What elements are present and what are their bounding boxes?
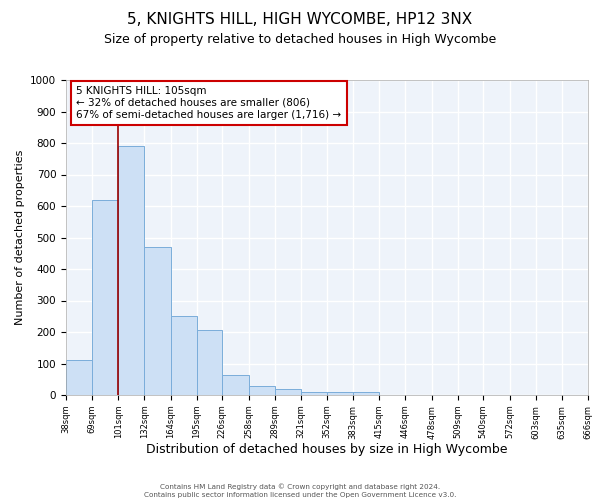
Text: Contains HM Land Registry data © Crown copyright and database right 2024.
Contai: Contains HM Land Registry data © Crown c…: [144, 484, 456, 498]
Bar: [301, 392, 327, 395]
Text: 5, KNIGHTS HILL, HIGH WYCOMBE, HP12 3NX: 5, KNIGHTS HILL, HIGH WYCOMBE, HP12 3NX: [127, 12, 473, 28]
Bar: [327, 392, 353, 395]
Bar: [197, 330, 222, 395]
Bar: [92, 200, 118, 395]
Bar: [249, 386, 275, 395]
Text: 5 KNIGHTS HILL: 105sqm
← 32% of detached houses are smaller (806)
67% of semi-de: 5 KNIGHTS HILL: 105sqm ← 32% of detached…: [76, 86, 341, 120]
Bar: [118, 146, 144, 395]
Bar: [66, 360, 92, 395]
Bar: [171, 316, 197, 395]
X-axis label: Distribution of detached houses by size in High Wycombe: Distribution of detached houses by size …: [146, 443, 508, 456]
Bar: [353, 392, 379, 395]
Y-axis label: Number of detached properties: Number of detached properties: [14, 150, 25, 325]
Bar: [222, 376, 249, 395]
Bar: [144, 247, 171, 395]
Text: Size of property relative to detached houses in High Wycombe: Size of property relative to detached ho…: [104, 32, 496, 46]
Bar: [275, 390, 301, 395]
